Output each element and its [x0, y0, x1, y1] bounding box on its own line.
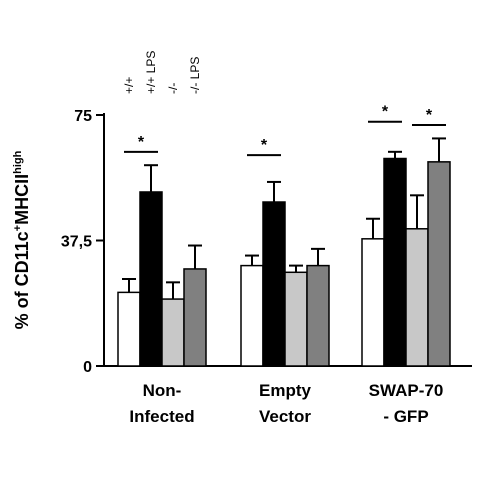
legend-label: +/+	[122, 77, 136, 94]
bar	[405, 228, 429, 367]
y-tick-label: 0	[83, 359, 92, 376]
significance-markers: * * * *	[124, 104, 446, 157]
category-label: Vector	[259, 407, 311, 426]
bar	[427, 161, 451, 367]
y-axis-title-sup2: high	[12, 150, 24, 173]
legend-label: +/+ LPS	[144, 51, 158, 94]
legend-label: -/- LPS	[188, 57, 202, 94]
bar	[361, 238, 385, 367]
y-axis-title: % of CD11c+MHCIIhigh	[12, 150, 32, 329]
significance-star: *	[382, 104, 389, 121]
category-labels: Non- Infected Empty Vector SWAP-70 - GFP	[129, 381, 443, 426]
bar	[262, 201, 286, 367]
bar	[117, 291, 141, 367]
y-axis-title-prefix: % of CD11c	[12, 231, 32, 329]
bar	[240, 264, 264, 367]
category-label: SWAP-70	[369, 381, 444, 400]
bar	[161, 298, 185, 367]
category-label: Non-	[143, 381, 182, 400]
bar	[139, 191, 163, 367]
y-axis-label: % of CD11c+MHCIIhigh	[12, 150, 32, 329]
y-axis-title-sup1: +	[12, 225, 24, 231]
y-ticks: 0 37,5 75	[61, 108, 104, 376]
category-label: - GFP	[383, 407, 428, 426]
significance-star: *	[138, 134, 145, 151]
bar	[284, 271, 308, 367]
category-label: Infected	[129, 407, 194, 426]
legend: +/+ +/+ LPS -/- -/- LPS	[122, 51, 202, 94]
legend-label: -/-	[166, 83, 180, 94]
y-tick-label: 75	[74, 108, 92, 125]
y-tick-label: 37,5	[61, 234, 92, 251]
bars	[117, 157, 451, 367]
significance-star: *	[426, 107, 433, 124]
bar	[383, 157, 407, 367]
significance-star: *	[261, 137, 268, 154]
error-bars	[122, 137, 446, 300]
bar	[306, 264, 330, 367]
bar	[183, 268, 207, 367]
y-axis-title-mid: MHCII	[12, 174, 32, 225]
category-label: Empty	[259, 381, 312, 400]
